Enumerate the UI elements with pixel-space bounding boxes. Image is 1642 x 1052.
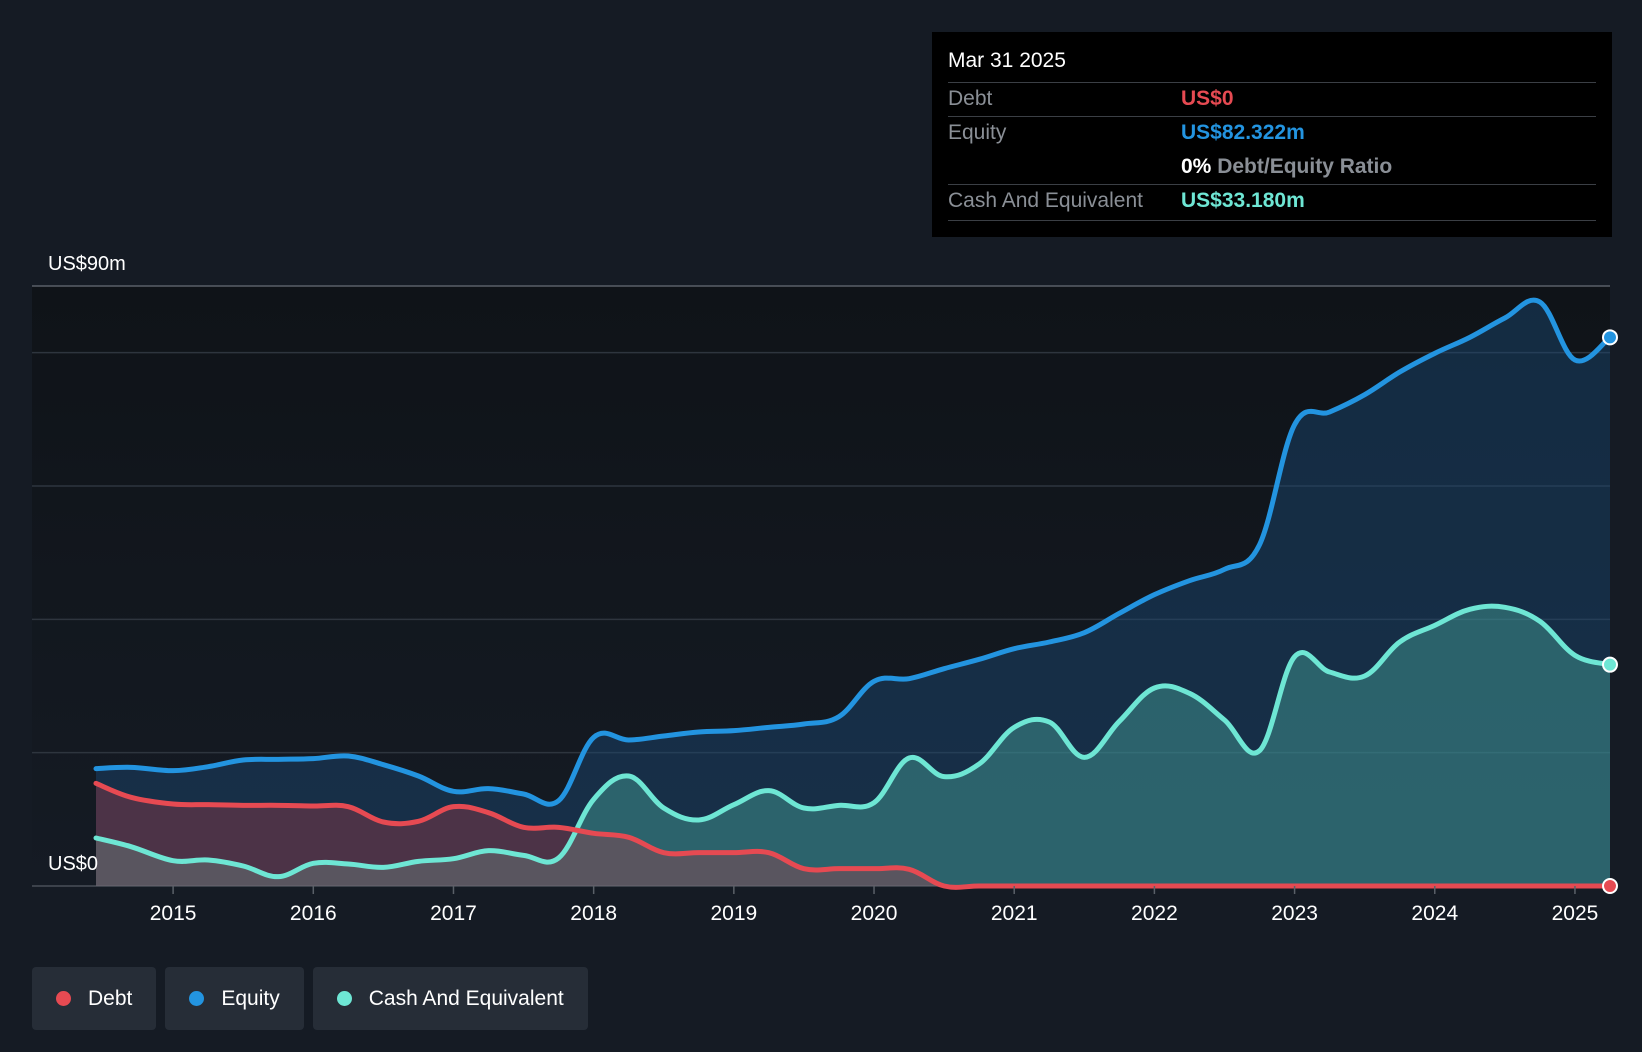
cash-area	[96, 606, 1610, 886]
x-tick-label: 2019	[710, 902, 757, 925]
x-tick-label: 2017	[430, 902, 477, 925]
tooltip-divider	[948, 220, 1596, 221]
tooltip-equity-row: Equity US$82.322m	[948, 116, 1596, 150]
equity-area	[96, 300, 1610, 887]
equity-endpoint	[1602, 329, 1618, 346]
tooltip-date: Mar 31 2025	[948, 49, 1066, 72]
equity-line	[93, 297, 1613, 807]
x-tick-label: 2025	[1552, 902, 1599, 925]
tooltip-divider	[948, 82, 1596, 83]
debt-line	[93, 780, 1613, 890]
tooltip-divider	[948, 184, 1596, 185]
cash-line	[93, 603, 1613, 880]
tooltip-cash-row: Cash And Equivalent US$33.180m	[948, 184, 1596, 218]
x-tick-label: 2023	[1271, 902, 1318, 925]
legend-label-cash: Cash And Equivalent	[368, 986, 564, 1010]
tooltip-ratio-row: 0% Debt/Equity Ratio	[948, 150, 1596, 184]
x-tick-label: 2024	[1411, 902, 1458, 925]
tooltip-cash-label: Cash And Equivalent	[948, 189, 1143, 212]
legend-label-equity: Equity	[221, 986, 280, 1010]
tooltip: Mar 31 2025 Debt US$0 Equity US$82.322m …	[932, 32, 1612, 237]
debt-endpoint	[1602, 878, 1618, 894]
tooltip-debt-row: Debt US$0	[948, 82, 1596, 116]
equity-dot-icon	[189, 991, 205, 1006]
debt-dot-icon	[56, 991, 71, 1006]
legend: Debt Equity Cash And Equivalent	[32, 967, 588, 1030]
tooltip-cash-value: US$33.180m	[1181, 189, 1305, 212]
x-tick-label: 2020	[851, 902, 898, 925]
x-tick-label: 2016	[290, 902, 337, 925]
tooltip-equity-label: Equity	[948, 121, 1007, 144]
cash-endpoint	[1602, 656, 1618, 673]
tooltip-divider	[948, 116, 1596, 117]
tooltip-ratio-label: Debt/Equity Ratio	[1217, 155, 1393, 178]
tooltip-ratio: 0% Debt/Equity Ratio	[1181, 155, 1392, 179]
y-axis-label: US$90m	[48, 253, 126, 275]
legend-item-debt[interactable]: Debt	[32, 967, 157, 1030]
plot-background	[32, 286, 1610, 886]
legend-item-cash[interactable]: Cash And Equivalent	[312, 967, 588, 1030]
x-tick-label: 2018	[570, 902, 617, 925]
legend-item-equity[interactable]: Equity	[165, 967, 304, 1030]
tooltip-debt-label: Debt	[948, 87, 993, 110]
tooltip-ratio-value: 0%	[1181, 155, 1212, 178]
tooltip-equity-value: US$82.322m	[1181, 121, 1305, 144]
y-axis-label: US$0	[48, 853, 98, 875]
legend-label-debt: Debt	[88, 986, 133, 1010]
cash-dot-icon	[336, 991, 352, 1006]
x-tick-label: 2022	[1131, 902, 1178, 925]
x-tick-label: 2021	[991, 902, 1038, 925]
tooltip-debt-value: US$0	[1181, 87, 1234, 110]
x-tick-label: 2015	[150, 902, 197, 925]
